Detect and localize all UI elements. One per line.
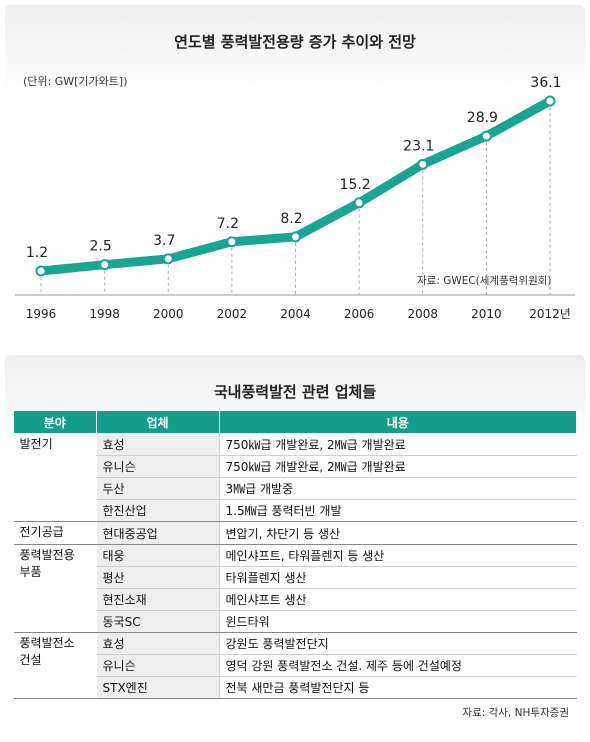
x-tick-label: 2010 bbox=[471, 307, 502, 321]
table-title: 국내풍력발전 관련 업체들 bbox=[213, 383, 377, 401]
line-chart: 1.2 1996 2.5 1998 3.7 2000 7.2 2002 8.2 2004 15.2 2… bbox=[15, 75, 575, 321]
chart-source: 자료: GWEC(세계풍력위원회) bbox=[417, 275, 552, 287]
company-cell: 태웅 bbox=[95, 544, 219, 567]
table-row: 동국SC 윈드타워 bbox=[14, 610, 577, 633]
company-cell: 두산 bbox=[95, 477, 219, 500]
companies-table: 분야 업체 내용 발전기 효성 750㎾급 개발완료, 2㎿급 개발완료 유니슨… bbox=[13, 410, 577, 699]
content-cell: 3㎿급 개발중 bbox=[218, 477, 577, 500]
table-row: 발전기 효성 750㎾급 개발완료, 2㎿급 개발완료 bbox=[13, 433, 577, 522]
data-label: 7.2 bbox=[217, 216, 239, 232]
data-label: 3.7 bbox=[153, 233, 175, 249]
table-row: 유니슨 영덕 강원 풍력발전소 건설. 제주 등에 건설예정 bbox=[14, 654, 577, 677]
table-row: 한진산업 1.5㎿급 풍력터빈 개발 bbox=[14, 499, 577, 522]
x-tick-label: 2002 bbox=[217, 307, 248, 321]
x-tick-label: 1998 bbox=[89, 307, 120, 321]
data-point bbox=[353, 197, 365, 209]
data-label: 1.2 bbox=[26, 245, 48, 261]
content-cell: 타워플렌지 생산 bbox=[218, 566, 577, 589]
company-cell: 평산 bbox=[95, 566, 219, 589]
data-point bbox=[162, 253, 174, 265]
content-cell: 영덕 강원 풍력발전소 건설. 제주 등에 건설예정 bbox=[218, 654, 577, 677]
data-label: 15.2 bbox=[340, 177, 371, 193]
content-cell: 1.5㎿급 풍력터빈 개발 bbox=[218, 499, 577, 522]
table-row: 풍력발전용 부품 태웅 메인샤프트, 타워플렌지 등 생산 bbox=[13, 544, 577, 633]
content-cell: 750㎾급 개발완료, 2㎿급 개발완료 bbox=[218, 455, 577, 478]
data-label: 23.1 bbox=[403, 138, 434, 154]
data-point bbox=[544, 95, 556, 107]
company-cell: 현진소재 bbox=[95, 588, 219, 611]
table-row: 평산 타워플렌지 생산 bbox=[14, 566, 577, 589]
chart-panel: 연도별 풍력발전용량 증가 추이와 전망 (단위: GW[기가와트]) 1.2 1… bbox=[5, 5, 585, 330]
table-row: 풍력발전소 건설 효성 강원도 풍력발전단지 bbox=[13, 632, 577, 699]
chart-title: 연도별 풍력발전용량 증가 추이와 전망 bbox=[174, 33, 416, 51]
table-panel: 국내풍력발전 관련 업체들 분야 업체 내용 발전기 효성 750㎾급 개발완료… bbox=[5, 355, 585, 737]
x-tick-label: 2008 bbox=[407, 307, 438, 321]
data-label: 28.9 bbox=[467, 110, 498, 126]
x-tick-label: 2012년 bbox=[529, 307, 571, 321]
header-field: 분야 bbox=[13, 410, 97, 434]
content-cell: 변압기, 차단기 등 생산 bbox=[218, 521, 577, 545]
header-content: 내용 bbox=[218, 410, 577, 434]
table-row: 전기공급 현대중공업 변압기, 차단기 등 생산 bbox=[13, 521, 577, 545]
table-row: 유니슨 750㎾급 개발완료, 2㎿급 개발완료 bbox=[14, 455, 577, 478]
field-cell: 발전기 bbox=[13, 433, 96, 522]
data-point bbox=[35, 265, 47, 277]
field-cell: 풍력발전소 건설 bbox=[13, 632, 96, 699]
unit-label: (단위: GW[기가와트]) bbox=[23, 75, 128, 88]
company-cell: 효성 bbox=[95, 433, 219, 456]
x-tick-label: 2004 bbox=[280, 307, 311, 321]
x-tick-label: 2006 bbox=[344, 307, 375, 321]
x-tick-label: 2000 bbox=[153, 307, 184, 321]
content-cell: 윈드타워 bbox=[218, 610, 577, 633]
table-row: 현진소재 메인샤프트 생산 bbox=[14, 588, 577, 611]
table-row: STX엔진 전북 새만금 풍력발전단지 등 bbox=[14, 676, 577, 699]
table-source: 자료: 각사, NH투자증권 bbox=[462, 707, 569, 719]
content-cell: 메인샤프트, 타워플렌지 등 생산 bbox=[218, 544, 577, 567]
data-point bbox=[226, 236, 238, 248]
data-label: 8.2 bbox=[280, 211, 302, 227]
table-row: 두산 3㎿급 개발중 bbox=[14, 477, 577, 500]
table-header-row: 분야 업체 내용 bbox=[13, 410, 577, 434]
content-cell: 메인샤프트 생산 bbox=[218, 588, 577, 611]
header-company: 업체 bbox=[95, 410, 220, 434]
data-label: 2.5 bbox=[89, 239, 111, 255]
company-cell: 효성 bbox=[95, 632, 219, 655]
data-point bbox=[417, 158, 429, 170]
data-point bbox=[99, 259, 111, 271]
data-point bbox=[480, 130, 492, 142]
field-cell: 풍력발전용 부품 bbox=[13, 544, 96, 633]
company-cell: 동국SC bbox=[95, 610, 219, 633]
company-cell: STX엔진 bbox=[95, 676, 219, 699]
x-tick-label: 1996 bbox=[26, 307, 57, 321]
content-cell: 강원도 풍력발전단지 bbox=[218, 632, 577, 655]
company-cell: 현대중공업 bbox=[95, 521, 219, 545]
data-label: 36.1 bbox=[530, 75, 561, 91]
content-cell: 전북 새만금 풍력발전단지 등 bbox=[218, 676, 577, 699]
company-cell: 한진산업 bbox=[95, 499, 219, 522]
company-cell: 유니슨 bbox=[95, 455, 219, 478]
field-cell: 전기공급 bbox=[13, 521, 96, 545]
company-cell: 유니슨 bbox=[95, 654, 219, 677]
data-point bbox=[290, 231, 301, 243]
content-cell: 750㎾급 개발완료, 2㎿급 개발완료 bbox=[218, 433, 577, 456]
